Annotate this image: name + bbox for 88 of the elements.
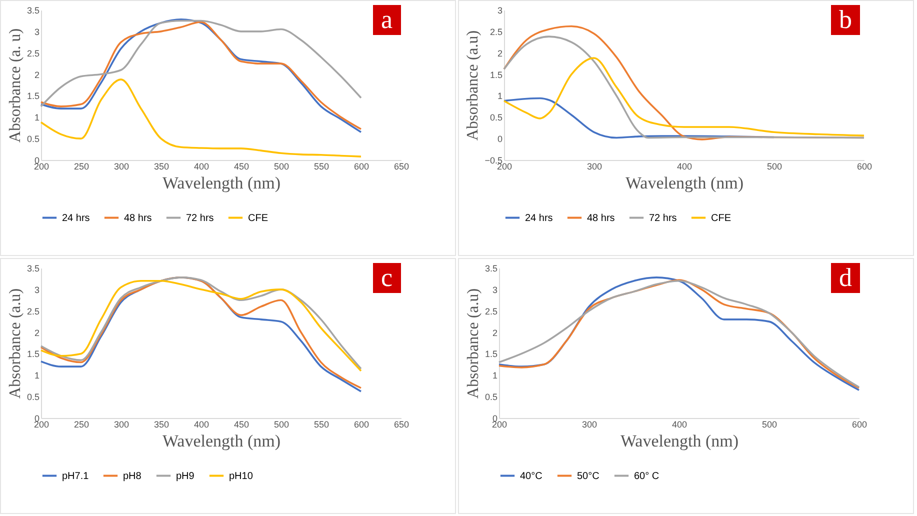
x-tick-label: 250 (74, 162, 90, 172)
y-tick-label: 0 (497, 134, 502, 144)
legend-label: 72 hrs (186, 212, 214, 224)
x-tick-label: 350 (154, 420, 170, 430)
y-tick-label: 3 (492, 284, 498, 295)
y-tick-label: 0.5 (484, 392, 498, 402)
y-tick-label: 2 (492, 328, 498, 338)
y-tick-label: 1.5 (26, 349, 40, 360)
y-tick-label: 1 (34, 370, 40, 381)
x-axis-title: Wavelength (nm) (620, 432, 739, 450)
legend-label: pH9 (176, 470, 195, 482)
y-tick-label: 2 (497, 48, 502, 58)
x-tick-label: 300 (586, 162, 602, 172)
legend-label: 72 hrs (649, 212, 677, 224)
y-tick-label: 3.5 (26, 264, 40, 274)
x-tick-label: 650 (394, 162, 410, 172)
chart-title: d (831, 263, 860, 293)
y-tick-label: 2.5 (490, 26, 502, 37)
chart-title: c (373, 263, 401, 293)
line-series (40, 20, 362, 108)
legend-label: 50°C (577, 470, 600, 482)
x-tick-label: 200 (492, 420, 508, 430)
x-axis-title: Wavelength (nm) (625, 174, 744, 192)
x-tick-label: 300 (582, 420, 598, 430)
y-tick-label: 2 (34, 328, 40, 338)
y-axis-title: Absorbance (a.u) (464, 30, 482, 141)
x-tick-label: 550 (314, 420, 330, 430)
x-tick-label: 300 (114, 420, 130, 430)
x-tick-label: 600 (354, 420, 370, 430)
y-tick-label: 0.5 (26, 392, 40, 402)
y-tick-label: 0.5 (490, 112, 502, 123)
y-tick-label: 1.5 (26, 91, 40, 102)
legend-label: 48 hrs (587, 212, 615, 224)
x-tick-label: 350 (154, 162, 170, 172)
y-tick-label: 1 (492, 370, 498, 381)
x-tick-label: 500 (766, 162, 782, 172)
x-tick-label: 550 (314, 162, 330, 172)
x-tick-label: 250 (74, 420, 90, 430)
legend-label: 48 hrs (124, 212, 152, 224)
y-tick-label: 1 (34, 112, 40, 123)
x-axis-title: Wavelength (nm) (162, 432, 281, 450)
chart-title: b (831, 5, 860, 35)
y-tick-label: −0.5 (484, 156, 502, 166)
x-tick-label: 600 (354, 162, 370, 172)
y-tick-label: 2.5 (26, 306, 40, 316)
y-tick-label: 3 (497, 6, 502, 16)
y-tick-label: 3.5 (484, 264, 498, 274)
y-axis-title: Absorbance (a.u) (6, 288, 24, 399)
y-tick-label: 0.5 (26, 134, 40, 144)
y-tick-label: 3 (34, 284, 40, 295)
y-tick-label: 3 (34, 26, 40, 37)
x-tick-label: 600 (852, 420, 868, 430)
legend-label: 24 hrs (525, 212, 553, 224)
x-tick-label: 400 (672, 420, 688, 430)
x-tick-label: 600 (856, 162, 872, 172)
y-tick-label: 3.5 (26, 6, 40, 16)
y-tick-label: 1 (497, 91, 502, 102)
x-tick-label: 500 (274, 162, 290, 172)
x-tick-label: 400 (676, 162, 692, 172)
y-tick-label: 2 (34, 70, 40, 80)
x-tick-label: 300 (114, 162, 130, 172)
legend-label: pH7.1 (62, 470, 90, 482)
x-axis-title: Wavelength (nm) (162, 174, 281, 192)
legend-label: CFE (711, 212, 732, 224)
x-tick-label: 400 (194, 420, 210, 430)
legend-label: 40°C (520, 470, 542, 482)
y-axis-title: Absorbance (a.u) (464, 288, 482, 399)
x-tick-label: 200 (34, 420, 50, 430)
legend-label: 24 hrs (62, 212, 90, 224)
x-tick-label: 500 (762, 420, 778, 430)
x-tick-label: 450 (234, 420, 250, 430)
y-axis-title: Absorbance (a. u) (6, 28, 24, 143)
x-tick-label: 450 (234, 162, 250, 172)
x-tick-label: 500 (274, 420, 290, 430)
y-tick-label: 1.5 (490, 70, 502, 80)
legend-label: pH10 (229, 470, 254, 482)
y-tick-label: 1.5 (484, 349, 498, 360)
y-tick-label: 2.5 (484, 306, 498, 316)
x-tick-label: 400 (194, 162, 210, 172)
line-series (503, 57, 865, 136)
x-tick-label: 200 (34, 162, 50, 172)
x-tick-label: 650 (394, 420, 410, 430)
line-series (40, 78, 362, 158)
legend-label: pH8 (123, 470, 142, 482)
y-tick-label: 2.5 (26, 48, 40, 58)
legend-label: CFE (248, 212, 268, 224)
legend-label: 60° C (634, 470, 660, 482)
chart-title: a (373, 5, 401, 35)
